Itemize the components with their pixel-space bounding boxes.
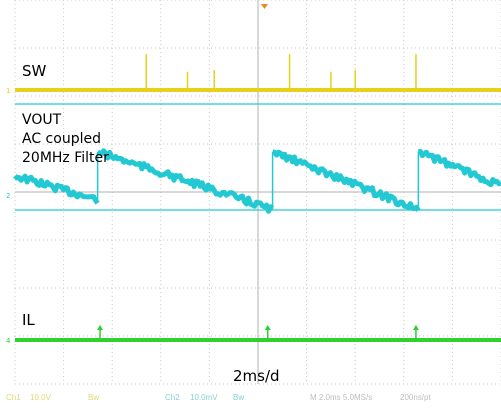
il-ground-marker: 4 xyxy=(6,337,11,345)
ch1-bw-readout: Bw xyxy=(88,393,99,402)
sw-label: SW xyxy=(22,62,47,80)
ch1-scale-readout: 10.0V xyxy=(30,393,52,402)
ch2-readout: Ch2 xyxy=(165,393,180,402)
ch2-bw-readout: Bw xyxy=(233,393,244,402)
ground-markers: 1 2 4 xyxy=(6,87,11,345)
il-spike-arrow xyxy=(264,325,271,330)
vout-filter-label: 20MHz Filter xyxy=(22,150,109,166)
vout-ramp xyxy=(13,173,100,205)
vout-coupling-label: AC coupled xyxy=(22,131,101,147)
x-axis-label: 2ms/d xyxy=(233,367,280,385)
vout-ground-marker: 2 xyxy=(6,192,10,200)
traces xyxy=(13,54,501,342)
vout-label: VOUT xyxy=(22,112,62,128)
vout-ramp xyxy=(271,149,421,212)
status-bar: Ch1 10.0V Bw Ch2 10.0mV Bw M 2.0ms 5.0MS… xyxy=(6,393,431,402)
vout-ramp xyxy=(417,148,501,188)
resolution-readout: 200ns/pt xyxy=(400,393,431,402)
ch1-readout: Ch1 xyxy=(6,393,21,402)
ch2-scale-readout: 10.0mV xyxy=(190,393,218,402)
vout-ramp xyxy=(96,148,275,214)
il-spike-arrow xyxy=(97,325,104,330)
sw-ground-marker: 1 xyxy=(6,87,10,95)
il-label: IL xyxy=(22,311,35,329)
trigger-position-marker xyxy=(261,4,268,9)
timebase-readout: M 2.0ms 5.0MS/s xyxy=(310,393,372,402)
il-spike-arrow xyxy=(412,325,419,330)
